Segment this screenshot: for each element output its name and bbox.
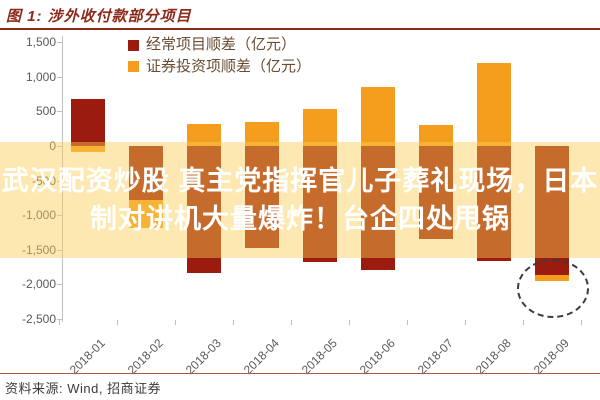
legend-swatch-icon [128, 61, 139, 73]
y-axis-tick [57, 146, 62, 147]
y-axis-tick [57, 76, 62, 78]
x-axis-tick [523, 320, 524, 325]
y-axis-label: -2,500 [21, 312, 56, 326]
x-axis-label: 2018-08 [472, 336, 514, 378]
x-axis-tick [407, 320, 408, 325]
page-title: 图 1: 涉外收付款部分项目 [6, 8, 192, 25]
bar-segment-current-account-2018-02 [129, 146, 163, 200]
bar-segment-securities-investment-2018-01 [71, 146, 105, 153]
y-axis-label: 1,000 [25, 69, 56, 84]
y-axis-label: 1,500 [25, 35, 56, 50]
bar-segment-current-account-2018-06 [361, 146, 395, 270]
x-axis-label: 2018-09 [530, 336, 572, 378]
y-axis-tick [57, 42, 62, 44]
y-axis-tick [57, 215, 62, 217]
watermark-text-line-1: 武汉配资炒股 真主党指挥官儿子葬礼现场，日本 [1, 165, 599, 196]
bar-segment-current-account-2018-03 [187, 146, 221, 274]
bar-segment-current-account-2018-01 [71, 98, 105, 146]
x-axis-label: 2018-06 [356, 336, 398, 378]
bar-segment-current-account-2018-08 [477, 146, 511, 261]
source-text: 资料来源: Wind, 招商证券 [5, 381, 162, 396]
x-axis-tick [465, 320, 466, 325]
x-axis-tick [291, 320, 292, 325]
x-axis-tick [175, 320, 176, 325]
bar-segment-securities-investment-2018-08 [477, 62, 511, 146]
chart-legend: 经常项目顺差（亿元） 证券投资项顺差（亿元） [128, 36, 312, 80]
x-axis-label: 2018-07 [414, 336, 456, 378]
source-divider [0, 373, 600, 374]
y-axis-line [62, 36, 63, 322]
x-axis-label: 2018-05 [298, 336, 340, 378]
y-axis-label: -1,500 [21, 242, 56, 257]
bar-segment-securities-investment-2018-04 [245, 121, 279, 146]
title-divider [0, 28, 600, 30]
bar-segment-securities-investment-2018-02 [129, 199, 163, 228]
legend-swatch-icon [128, 39, 139, 51]
bar-segment-securities-investment-2018-06 [361, 87, 395, 146]
bar-segment-current-account-2018-04 [245, 146, 279, 249]
watermark-overlay-band: 武汉配资炒股 真主党指挥官儿子葬礼现场，日本 制对讲机大量爆炸！台企四处甩锅 [0, 142, 600, 258]
x-axis-tick [349, 320, 350, 325]
y-axis-label: -1,000 [21, 208, 56, 223]
legend-label: 证券投资项顺差（亿元） [146, 57, 312, 75]
y-axis-label: -500 [31, 173, 56, 188]
x-axis-label: 2018-04 [240, 336, 282, 378]
bar-segment-securities-investment-2018-03 [187, 124, 221, 146]
bar-segment-securities-investment-2018-05 [303, 108, 337, 146]
x-axis-tick [117, 320, 118, 325]
legend-item-1: 证券投资项顺差（亿元） [128, 57, 312, 76]
legend-label: 经常项目顺差（亿元） [146, 36, 297, 53]
x-axis-tick [581, 320, 582, 325]
bar-segment-securities-investment-2018-07 [419, 125, 453, 146]
y-axis-label: 0 [49, 139, 56, 153]
y-axis-tick [57, 249, 62, 251]
bar-segment-current-account-2018-07 [419, 146, 453, 239]
y-axis-tick [57, 319, 62, 320]
legend-item-0: 经常项目顺差（亿元） [128, 36, 311, 54]
y-axis-tick [57, 111, 62, 113]
x-axis-tick [233, 320, 234, 325]
bar-segment-current-account-2018-09 [535, 146, 569, 276]
bar-segment-current-account-2018-05 [303, 146, 337, 263]
y-axis-label: 500 [35, 104, 56, 119]
x-axis-tick [59, 320, 60, 325]
x-axis-label: 2018-03 [182, 336, 224, 378]
highlight-ellipse-annotation [517, 259, 589, 318]
y-axis-tick [57, 284, 62, 286]
y-axis-tick [57, 180, 62, 182]
y-axis-label: -2,000 [21, 277, 56, 292]
watermark-text-line-2: 制对讲机大量爆炸！台企四处甩锅 [90, 203, 510, 234]
